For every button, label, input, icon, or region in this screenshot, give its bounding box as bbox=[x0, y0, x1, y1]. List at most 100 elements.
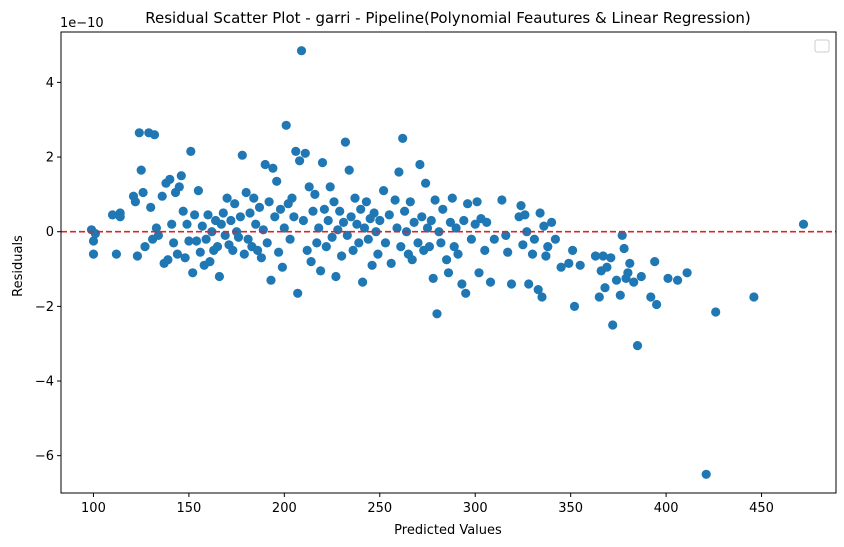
scatter-point bbox=[451, 223, 461, 233]
scatter-point bbox=[188, 268, 198, 278]
scatter-point bbox=[358, 277, 368, 287]
scatter-point bbox=[749, 292, 759, 302]
scatter-point bbox=[230, 199, 240, 209]
scatter-point bbox=[482, 217, 492, 227]
scatter-point bbox=[417, 212, 427, 222]
scatter-point bbox=[331, 271, 341, 282]
scatter-point bbox=[281, 120, 291, 130]
scatter-point bbox=[516, 201, 526, 211]
scatter-point bbox=[361, 197, 371, 207]
scatter-point bbox=[424, 242, 434, 252]
scatter-point bbox=[472, 197, 482, 207]
scatter-point bbox=[264, 197, 274, 207]
scatter-point bbox=[611, 275, 622, 285]
scatter-point bbox=[184, 236, 194, 246]
scatter-point bbox=[302, 245, 312, 255]
scatter-point bbox=[342, 230, 352, 240]
x-tick-label: 350 bbox=[558, 501, 583, 516]
scatter-point bbox=[197, 221, 207, 231]
scatter-point bbox=[258, 225, 268, 235]
scatter-point bbox=[335, 206, 345, 216]
scatter-point bbox=[386, 258, 396, 268]
y-tick-label: 0 bbox=[46, 225, 54, 240]
scatter-point bbox=[180, 253, 190, 263]
y-tick-label: 4 bbox=[46, 76, 54, 91]
scatter-point bbox=[111, 249, 121, 259]
scatter-point bbox=[615, 290, 625, 300]
scatter-point bbox=[405, 197, 415, 207]
scatter-point bbox=[216, 219, 226, 229]
scatter-point bbox=[480, 245, 490, 255]
scatter-point bbox=[212, 242, 223, 252]
x-tick-label: 250 bbox=[367, 501, 392, 516]
scatter-point bbox=[600, 283, 610, 293]
y-tick-label: 2 bbox=[46, 151, 54, 166]
scatter-point bbox=[522, 227, 532, 237]
scatter-point bbox=[132, 251, 142, 261]
scatter-point bbox=[421, 178, 431, 188]
scatter-point bbox=[165, 174, 175, 184]
scatter-point bbox=[195, 247, 205, 257]
scatter-point bbox=[520, 210, 530, 220]
scatter-point bbox=[314, 223, 324, 233]
x-tick-label: 150 bbox=[176, 501, 201, 516]
scatter-point bbox=[319, 204, 329, 214]
scatter-point bbox=[107, 210, 118, 220]
scatter-point bbox=[270, 212, 280, 222]
scatter-point bbox=[90, 229, 100, 239]
scatter-point bbox=[174, 182, 184, 192]
scatter-point bbox=[186, 146, 196, 156]
scatter-point bbox=[594, 292, 604, 302]
scatter-point bbox=[489, 234, 499, 244]
scatter-point bbox=[88, 236, 99, 246]
scatter-point bbox=[428, 273, 438, 283]
scatter-point bbox=[379, 186, 389, 196]
scatter-point bbox=[153, 230, 163, 240]
y-axis-offset-label: 1e−10 bbox=[60, 16, 104, 31]
scatter-point bbox=[228, 245, 238, 255]
y-tick-label: −2 bbox=[35, 300, 54, 315]
scatter-point bbox=[461, 288, 471, 298]
scatter-point bbox=[529, 234, 540, 244]
scatter-point bbox=[289, 212, 299, 222]
scatter-point bbox=[636, 271, 646, 282]
plot-area-frame bbox=[60, 31, 837, 494]
scatter-point bbox=[348, 245, 358, 255]
scatter-point bbox=[306, 257, 316, 267]
scatter-point bbox=[333, 225, 343, 235]
scatter-point bbox=[308, 206, 318, 216]
scatter-point bbox=[220, 230, 230, 240]
x-tick-label: 200 bbox=[272, 501, 297, 516]
scatter-point bbox=[256, 253, 266, 263]
scatter-point bbox=[390, 195, 400, 205]
chart-title: Residual Scatter Plot - garri - Pipeline… bbox=[145, 9, 751, 27]
scatter-point bbox=[632, 341, 643, 351]
scatter-point bbox=[432, 309, 442, 319]
scatter-point bbox=[537, 292, 547, 302]
scatter-point bbox=[296, 46, 307, 56]
scatter-point bbox=[430, 195, 440, 205]
scatter-point bbox=[130, 197, 140, 207]
scatter-point bbox=[260, 159, 270, 170]
scatter-point bbox=[568, 245, 578, 255]
scatter-point bbox=[518, 240, 528, 250]
scatter-point bbox=[413, 238, 423, 248]
scatter-point bbox=[191, 236, 202, 246]
scatter-point bbox=[535, 208, 545, 218]
scatter-point bbox=[442, 255, 452, 265]
scatter-point bbox=[466, 234, 476, 244]
scatter-point bbox=[151, 223, 161, 233]
scatter-point bbox=[354, 238, 364, 248]
scatter-point bbox=[316, 266, 326, 276]
scatter-point bbox=[541, 251, 551, 261]
y-axis-ticks: −6 −4 −2 0 2 4 bbox=[35, 76, 61, 464]
scatter-point bbox=[384, 210, 394, 220]
scatter-point bbox=[88, 249, 99, 259]
scatter-point bbox=[398, 133, 408, 143]
scatter-point bbox=[323, 215, 333, 226]
scatter-point bbox=[325, 182, 335, 192]
scatter-point bbox=[650, 257, 660, 267]
scatter-point bbox=[193, 186, 203, 196]
scatter-point bbox=[338, 217, 349, 227]
scatter-point bbox=[146, 202, 156, 212]
